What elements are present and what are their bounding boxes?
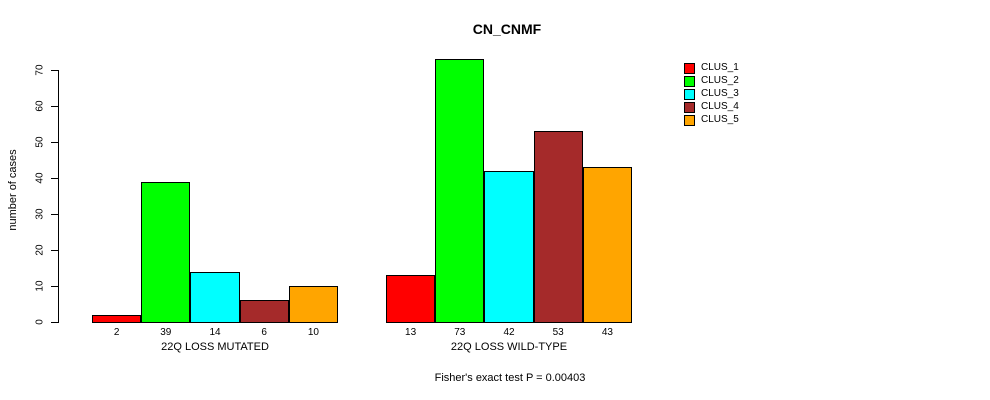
- bar-clus_3-group2: [484, 170, 534, 323]
- bar-clus_5-group2: [582, 167, 632, 323]
- bar-clus_2-group2: [435, 59, 485, 323]
- bar-value-label: 42: [503, 327, 515, 338]
- y-axis-tick: [51, 178, 58, 179]
- bar-value-label: 14: [209, 327, 221, 338]
- bar-clus_1-group2: [386, 275, 436, 323]
- bar-clus_1-group1: [92, 314, 142, 323]
- y-axis-tick-label: 50: [34, 136, 46, 148]
- legend-swatch-clus_4: [684, 102, 695, 113]
- y-axis-label: number of cases: [7, 149, 19, 231]
- y-axis-tick-label: 10: [34, 280, 46, 292]
- bar-clus_2-group1: [141, 181, 191, 323]
- bar-value-label: 10: [307, 327, 319, 338]
- y-axis-line: [58, 70, 59, 323]
- bar-value-label: 53: [552, 327, 564, 338]
- bar-value-label: 2: [113, 327, 120, 338]
- legend-label-clus_1: CLUS_1: [701, 62, 739, 73]
- y-axis-tick: [51, 214, 58, 215]
- group-label: 22Q LOSS MUTATED: [161, 341, 269, 353]
- y-axis-tick: [51, 286, 58, 287]
- legend-label-clus_2: CLUS_2: [701, 75, 739, 86]
- y-axis-tick: [51, 250, 58, 251]
- legend-swatch-clus_2: [684, 76, 695, 87]
- bar-value-label: 13: [405, 327, 417, 338]
- legend-swatch-clus_3: [684, 89, 695, 100]
- y-axis-tick-label: 20: [34, 244, 46, 256]
- legend-label-clus_4: CLUS_4: [701, 101, 739, 112]
- chart-title: CN_CNMF: [472, 21, 542, 37]
- bar-clus_5-group1: [288, 286, 338, 323]
- legend-label-clus_3: CLUS_3: [701, 88, 739, 99]
- fisher-test-annotation: Fisher's exact test P = 0.00403: [434, 372, 586, 384]
- legend-swatch-clus_1: [684, 63, 695, 74]
- y-axis-tick-label: 30: [34, 208, 46, 220]
- bar-clus_3-group1: [190, 271, 240, 323]
- y-axis-tick-label: 60: [34, 100, 46, 112]
- group-label: 22Q LOSS WILD-TYPE: [450, 341, 568, 353]
- bar-clus_4-group2: [533, 131, 583, 323]
- bar-value-label: 39: [160, 327, 172, 338]
- bar-clus_4-group1: [239, 300, 289, 323]
- bar-value-label: 73: [454, 327, 466, 338]
- bar-value-label: 6: [261, 327, 267, 338]
- y-axis-tick: [51, 322, 58, 323]
- y-axis-tick: [51, 70, 58, 71]
- y-axis-tick-label: 40: [34, 172, 46, 184]
- y-axis-tick: [51, 142, 58, 143]
- y-axis-tick-label: 0: [34, 319, 46, 325]
- legend-label-clus_5: CLUS_5: [701, 114, 739, 125]
- bar-value-label: 43: [601, 327, 613, 338]
- y-axis-tick: [51, 106, 58, 107]
- y-axis-tick-label: 70: [34, 64, 46, 76]
- legend-swatch-clus_5: [684, 115, 695, 126]
